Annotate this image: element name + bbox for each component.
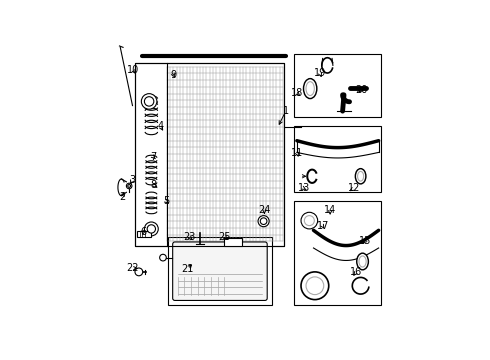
Text: 2: 2 [119, 192, 125, 202]
Circle shape [301, 272, 329, 300]
Bar [294, 126, 381, 192]
Circle shape [301, 212, 318, 229]
Text: 25: 25 [219, 232, 231, 242]
Text: 10: 10 [127, 64, 139, 75]
Circle shape [128, 185, 130, 187]
Ellipse shape [303, 78, 317, 99]
Text: 24: 24 [258, 205, 270, 215]
Ellipse shape [355, 168, 366, 184]
Text: 17: 17 [317, 221, 329, 231]
Text: 23: 23 [183, 232, 196, 242]
Text: 13: 13 [297, 184, 310, 193]
Text: 20: 20 [355, 85, 368, 95]
Circle shape [260, 218, 267, 225]
Text: 8: 8 [150, 180, 156, 190]
Bar [135, 63, 284, 246]
Text: 18: 18 [291, 88, 303, 98]
Bar [224, 238, 243, 246]
Circle shape [145, 97, 154, 106]
Bar [168, 237, 272, 305]
Circle shape [258, 216, 269, 227]
Text: 14: 14 [324, 205, 336, 215]
Circle shape [135, 268, 143, 276]
Bar [137, 231, 151, 237]
Text: 1: 1 [283, 106, 289, 116]
Ellipse shape [359, 256, 366, 267]
Text: 15: 15 [359, 237, 371, 246]
FancyBboxPatch shape [172, 242, 267, 301]
Bar [135, 63, 284, 246]
Circle shape [304, 216, 314, 226]
Circle shape [147, 225, 155, 233]
Bar [294, 201, 381, 305]
Circle shape [141, 94, 157, 109]
Text: 16: 16 [350, 267, 363, 277]
Circle shape [126, 183, 132, 189]
Text: 21: 21 [181, 264, 194, 274]
Ellipse shape [358, 171, 364, 181]
Text: 19: 19 [314, 68, 326, 78]
Text: 11: 11 [291, 148, 303, 158]
Circle shape [160, 254, 166, 261]
Text: 12: 12 [347, 184, 360, 193]
Text: 9: 9 [171, 70, 176, 80]
Ellipse shape [306, 82, 314, 95]
Bar [294, 54, 381, 117]
Text: 6: 6 [140, 227, 146, 237]
Circle shape [306, 277, 324, 294]
Circle shape [145, 222, 158, 236]
Ellipse shape [357, 253, 368, 270]
Text: 3: 3 [129, 175, 136, 185]
Text: 4: 4 [157, 121, 164, 131]
Text: 22: 22 [126, 263, 139, 273]
Text: 7: 7 [150, 152, 156, 162]
Text: 5: 5 [163, 196, 169, 206]
